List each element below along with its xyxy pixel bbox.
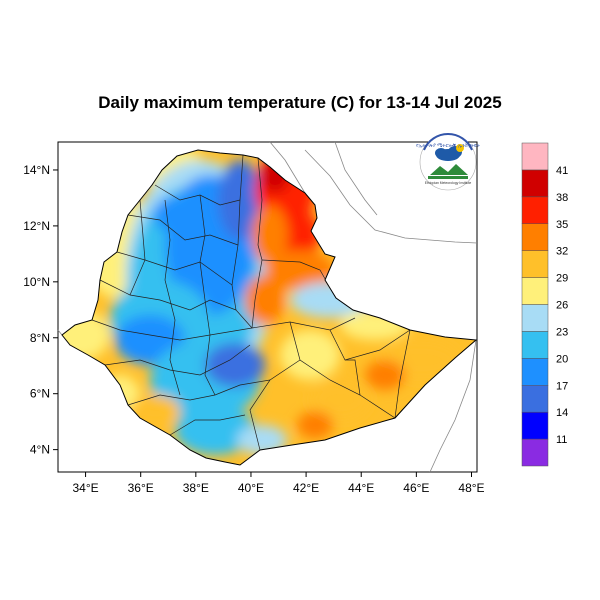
y-tick-label: 10°N <box>23 275 50 289</box>
colorbar-label: 17 <box>556 380 568 392</box>
colorbar-label: 23 <box>556 326 568 338</box>
mountain-icon <box>430 164 468 175</box>
colorbar-label: 35 <box>556 219 568 231</box>
y-tick-label: 6°N <box>30 387 50 401</box>
colorbar-swatch <box>521 196 549 224</box>
y-tick-label: 8°N <box>30 331 50 345</box>
colorbar-swatch <box>521 358 549 386</box>
colorbar-swatch <box>521 304 549 332</box>
colorbar-label: 29 <box>556 273 568 285</box>
colorbar-swatch <box>521 385 549 413</box>
colorbar-swatch <box>521 411 549 440</box>
colorbar-label: 14 <box>556 407 568 419</box>
x-tick-label: 46°E <box>403 481 429 495</box>
x-tick-label: 40°E <box>238 481 264 495</box>
country-outline <box>61 149 478 466</box>
colorbar-swatch <box>521 250 549 278</box>
colorbar-swatch <box>521 438 549 467</box>
colorbar-label: 41 <box>556 165 568 177</box>
logo-top-text: የኢትዮጵያ ሜትሮሎጂ ኢንስቲትዩት <box>416 143 480 149</box>
colorbar-swatch <box>521 142 549 171</box>
x-tick-label: 48°E <box>458 481 484 495</box>
admin-boundaries <box>91 154 411 451</box>
sun-icon <box>456 144 464 152</box>
institute-logo: የኢትዮጵያ ሜትሮሎጂ ኢንስቲትዩት Ethiopian Meteorolo… <box>416 133 481 191</box>
y-tick-label: 4°N <box>30 443 50 457</box>
x-tick-label: 42°E <box>293 481 319 495</box>
colorbar-swatch <box>521 331 549 359</box>
colorbar-label: 11 <box>556 434 567 446</box>
map-title: Daily maximum temperature (C) for 13-14 … <box>98 93 502 112</box>
colorbar-label: 26 <box>556 300 568 312</box>
y-axis: 14°N 12°N 10°N 8°N 6°N 4°N <box>23 163 58 457</box>
x-tick-label: 34°E <box>72 481 98 495</box>
y-tick-label: 14°N <box>23 163 50 177</box>
neighbor-borders <box>57 141 478 473</box>
logo-bottom-text: Ethiopian Meteorology Institute <box>425 181 472 185</box>
colorbar-swatch <box>521 169 549 198</box>
x-tick-label: 36°E <box>128 481 154 495</box>
x-tick-label: 38°E <box>183 481 209 495</box>
colorbar-swatch <box>521 223 549 251</box>
colorbar-swatch <box>521 277 549 305</box>
colorbar-label: 20 <box>556 353 568 365</box>
x-axis: 34°E 36°E 38°E 40°E 42°E 44°E 46°E 48°E <box>72 472 485 495</box>
y-tick-label: 12°N <box>23 219 50 233</box>
x-tick-label: 44°E <box>348 481 374 495</box>
colorbar-label: 38 <box>556 192 568 204</box>
colorbar: 11 14 17 20 23 26 29 32 35 38 41 <box>521 142 568 467</box>
colorbar-label: 32 <box>556 246 568 258</box>
